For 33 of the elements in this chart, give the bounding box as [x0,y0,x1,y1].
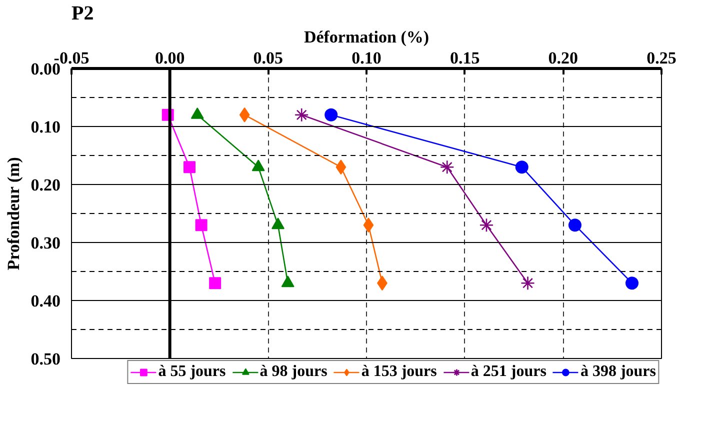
legend-label: à 55 jours [158,363,226,381]
x-tick-label: 0.15 [450,48,480,68]
chart-title: P2 [72,2,94,24]
x-tick-label: 0.10 [352,48,382,68]
point [515,160,528,174]
point [626,276,638,290]
point [239,107,250,122]
point [195,219,208,232]
point [184,161,196,174]
point [209,277,222,290]
x-tick-label: 0.05 [253,48,284,68]
point [363,218,374,233]
legend-label: à 398 jours [580,363,656,381]
legend-label: à 153 jours [361,363,437,381]
legend-label: à 98 jours [260,363,328,381]
point [324,108,338,122]
y-tick-label: 0.50 [30,350,60,368]
point [336,160,346,175]
y-tick-label: 0.10 [30,118,60,136]
point [520,276,535,290]
point [294,108,309,122]
point [440,160,454,174]
x-tick-label: 0.20 [548,48,578,68]
x-axis-title: Déformation (%) [304,28,430,46]
y-axis-title: Profondeur (m) [4,157,23,270]
y-tick-label: 0.30 [30,234,60,252]
x-tick-label: 0.25 [646,48,676,68]
y-tick-label: 0.40 [30,292,60,310]
legend-label: à 251 jours [470,363,546,381]
point [568,218,582,232]
point [479,218,494,232]
x-tick-label: 0.00 [154,48,185,68]
y-tick-label: 0.20 [30,176,60,194]
